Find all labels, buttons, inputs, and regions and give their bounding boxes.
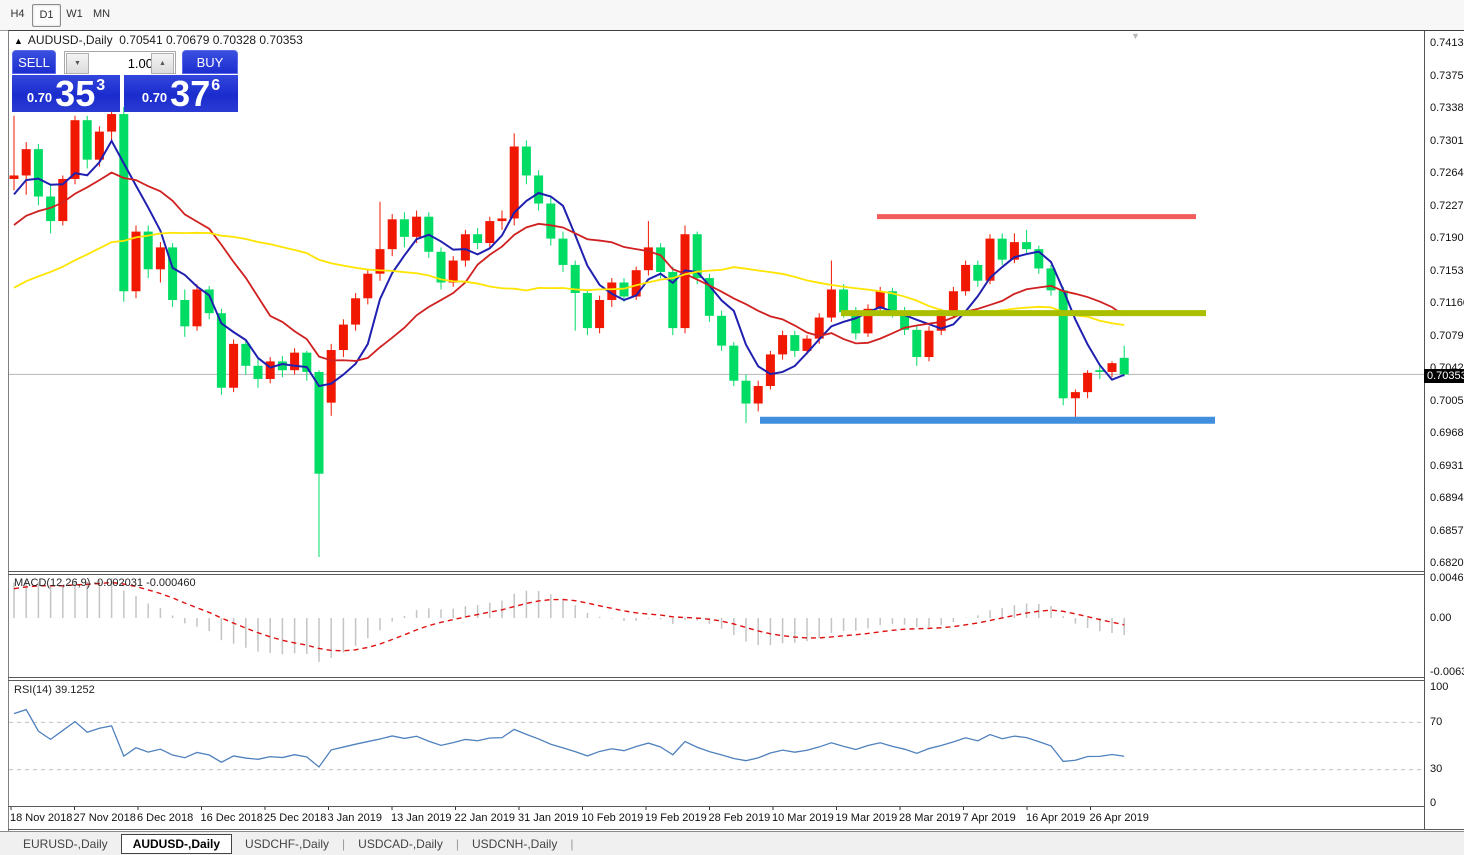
tab-separator: | — [570, 836, 574, 851]
one-click-trade-panel: SELL ▼ ▲ BUY 0.70 35 3 0.70 37 6 — [12, 50, 238, 112]
buy-price-display[interactable]: 0.70 37 6 — [124, 75, 238, 112]
rsi-label: RSI(14) 39.1252 — [14, 684, 95, 696]
volume-input[interactable] — [89, 53, 155, 74]
symbol-tab-usdcad[interactable]: USDCAD-,Daily — [358, 836, 443, 851]
pane-splitter[interactable] — [8, 677, 1464, 678]
axis-separator — [8, 806, 1464, 807]
rsi-axis-label: 30 — [1430, 763, 1443, 775]
buy-price-big: 37 — [170, 73, 211, 114]
date-axis-label: 18 Nov 2018 — [10, 812, 73, 824]
current-price-badge: 0.70353 — [1424, 369, 1464, 383]
chart-shift-marker-icon[interactable]: ▼ — [1131, 31, 1140, 41]
pane-splitter[interactable] — [8, 571, 1464, 572]
date-axis-label: 28 Feb 2019 — [708, 812, 771, 824]
sell-button[interactable]: SELL — [12, 50, 56, 74]
rsi-axis-label: 0 — [1430, 797, 1437, 809]
timeframe-toolbar: H4 D1 W1 MN — [0, 0, 1464, 31]
macd-axis-label: 0.00 — [1430, 612, 1452, 624]
pane-splitter[interactable] — [8, 680, 1464, 681]
volume-box: ▼ ▲ — [64, 51, 176, 74]
tab-separator: | — [455, 836, 459, 851]
date-axis-label: 19 Mar 2019 — [835, 812, 898, 824]
tab-separator: | — [342, 836, 346, 851]
symbol-tab-audusd[interactable]: AUDUSD-,Daily — [120, 833, 233, 854]
date-axis-label: 10 Feb 2019 — [581, 812, 644, 824]
window-bottom-border — [8, 829, 1464, 830]
volume-increase-button[interactable]: ▲ — [151, 53, 174, 74]
buy-price-sup: 6 — [211, 77, 221, 94]
date-axis-label: 3 Jan 2019 — [327, 812, 382, 824]
timeframe-tab-w1[interactable]: W1 — [66, 8, 83, 20]
date-axis-label: 27 Nov 2018 — [73, 812, 136, 824]
macd-label: MACD(12,26,9) -0.002031 -0.000460 — [14, 577, 196, 589]
timeframe-tab-mn[interactable]: MN — [92, 8, 111, 20]
date-axis-label: 31 Jan 2019 — [518, 812, 579, 824]
date-axis-label: 26 Apr 2019 — [1089, 812, 1149, 824]
sell-price-small: 0.70 — [26, 90, 53, 105]
sell-price-big: 35 — [55, 73, 96, 114]
timeframe-tab-d1[interactable]: D1 — [32, 4, 61, 27]
date-axis-label: 7 Apr 2019 — [962, 812, 1016, 824]
macd-axis-label: -0.00639 — [1430, 666, 1464, 678]
rsi-axis-label: 70 — [1430, 716, 1443, 728]
date-axis-label: 25 Dec 2018 — [264, 812, 327, 824]
date-axis-label: 6 Dec 2018 — [137, 812, 194, 824]
pane-splitter[interactable] — [8, 574, 1464, 575]
chart-symbol-label: AUDUSD-,Daily — [27, 33, 113, 47]
buy-price-small: 0.70 — [141, 90, 168, 105]
buy-button[interactable]: BUY — [182, 50, 238, 74]
macd-axis-label: 0.004694 — [1430, 572, 1464, 584]
date-axis-label: 10 Mar 2019 — [772, 812, 834, 824]
date-axis-label: 16 Dec 2018 — [200, 812, 263, 824]
date-axis-label: 13 Jan 2019 — [391, 812, 452, 824]
sell-price-sup: 3 — [96, 77, 106, 94]
symbol-tab-usdchf[interactable]: USDCHF-,Daily — [245, 836, 330, 851]
symbol-tab-usdcnh[interactable]: USDCNH-,Daily — [471, 836, 558, 851]
chart-window — [8, 30, 1464, 831]
date-axis-label: 28 Mar 2019 — [899, 812, 961, 824]
symbol-tab-bar: EURUSD-,Daily AUDUSD-,Daily USDCHF-,Daily |… — [0, 831, 1464, 855]
date-axis-label: 16 Apr 2019 — [1026, 812, 1086, 824]
symbol-tab-eurusd[interactable]: EURUSD-,Daily — [23, 836, 108, 851]
chart-ohlc-values: 0.70541 0.70679 0.70328 0.70353 — [119, 33, 303, 47]
timeframe-tab-h4[interactable]: H4 — [10, 8, 25, 20]
chart-title: ▲ AUDUSD-,Daily 0.70541 0.70679 0.70328 0… — [14, 33, 303, 47]
date-axis-label: 22 Jan 2019 — [454, 812, 516, 824]
collapse-arrow-icon[interactable]: ▲ — [14, 36, 23, 46]
sell-price-display[interactable]: 0.70 35 3 — [12, 75, 120, 112]
date-axis-label: 19 Feb 2019 — [645, 812, 707, 824]
volume-decrease-button[interactable]: ▼ — [66, 53, 89, 74]
rsi-axis-label: 100 — [1430, 681, 1449, 693]
